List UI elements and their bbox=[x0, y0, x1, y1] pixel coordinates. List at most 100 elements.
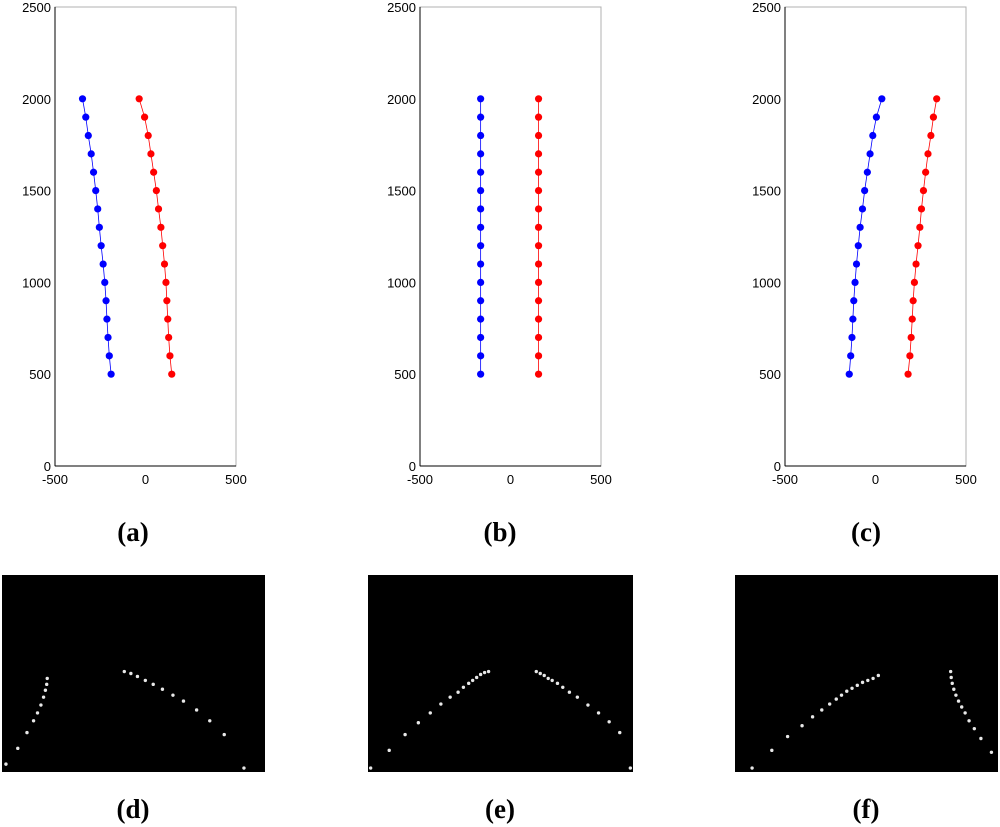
image-dot bbox=[478, 672, 483, 677]
y-tick-label: 0 bbox=[44, 459, 51, 474]
y-tick-label: 2500 bbox=[387, 0, 416, 15]
data-point bbox=[95, 223, 103, 231]
image-dot bbox=[467, 681, 471, 686]
image-dot bbox=[39, 703, 43, 707]
image-dot bbox=[845, 689, 849, 693]
data-point bbox=[851, 278, 859, 286]
data-point bbox=[907, 333, 915, 342]
image-dot bbox=[950, 681, 954, 686]
plot-area bbox=[419, 6, 602, 467]
image-dot bbox=[538, 671, 542, 676]
image-dot bbox=[555, 681, 560, 686]
scatter-panel-a: -500 0 500 0 500 1000 1500 2000 2500 (a) bbox=[22, 0, 247, 547]
data-point bbox=[159, 242, 167, 250]
data-point bbox=[97, 242, 105, 250]
image-dot bbox=[387, 748, 391, 753]
x-tick-label: -500 bbox=[407, 472, 433, 487]
image-dot bbox=[960, 705, 964, 709]
data-point bbox=[916, 223, 924, 231]
image-dot bbox=[486, 669, 491, 674]
data-point bbox=[534, 205, 543, 213]
data-point bbox=[477, 370, 485, 378]
image-dot bbox=[855, 683, 859, 688]
y-tick-label: 1000 bbox=[387, 275, 416, 290]
y-tick-labels: 0 500 1000 1500 2000 2500 bbox=[387, 0, 416, 474]
data-point bbox=[534, 352, 543, 360]
image-dot bbox=[135, 674, 140, 679]
image-dot bbox=[954, 693, 958, 697]
image-dot bbox=[416, 721, 421, 725]
data-point bbox=[477, 315, 485, 323]
panel-caption: (c) bbox=[851, 517, 881, 547]
data-point bbox=[914, 242, 922, 250]
data-point bbox=[861, 187, 869, 195]
image-dot bbox=[876, 673, 881, 678]
data-point bbox=[92, 187, 100, 195]
data-point bbox=[477, 278, 485, 286]
data-point bbox=[103, 315, 111, 323]
image-dot bbox=[222, 732, 226, 737]
image-dot bbox=[575, 695, 580, 699]
image-dot bbox=[122, 669, 126, 674]
image-dot bbox=[43, 688, 48, 692]
image-dot bbox=[567, 690, 572, 694]
data-point bbox=[477, 223, 485, 231]
image-dot bbox=[618, 730, 622, 735]
data-point bbox=[140, 113, 149, 121]
image-dot bbox=[810, 715, 815, 719]
data-point bbox=[534, 297, 543, 305]
black-image bbox=[2, 575, 265, 772]
data-point bbox=[908, 315, 916, 323]
data-point bbox=[144, 131, 152, 140]
data-point bbox=[78, 95, 87, 103]
image-dot bbox=[586, 703, 590, 707]
data-point bbox=[534, 315, 543, 323]
x-tick-label: 500 bbox=[955, 472, 977, 487]
data-point bbox=[102, 297, 110, 305]
data-point bbox=[82, 113, 90, 121]
image-dot bbox=[45, 682, 49, 687]
plot-area bbox=[784, 6, 967, 467]
y-tick-label: 2000 bbox=[387, 92, 416, 107]
data-point bbox=[922, 168, 930, 176]
y-tick-label: 1000 bbox=[22, 275, 51, 290]
data-point bbox=[150, 168, 158, 176]
y-tick-label: 1500 bbox=[752, 184, 781, 199]
data-point bbox=[863, 168, 871, 176]
image-dot bbox=[834, 697, 838, 701]
data-point bbox=[534, 333, 543, 342]
data-point bbox=[849, 315, 857, 323]
image-dot bbox=[456, 690, 460, 694]
data-point bbox=[477, 242, 485, 250]
series-marks bbox=[477, 95, 543, 378]
image-dot bbox=[439, 702, 443, 706]
image-dot bbox=[860, 680, 865, 685]
data-point bbox=[166, 352, 174, 360]
panel-caption: (b) bbox=[484, 517, 517, 547]
data-point bbox=[135, 95, 143, 103]
data-point bbox=[856, 223, 864, 231]
image-dot bbox=[979, 736, 983, 741]
image-dot bbox=[561, 685, 565, 689]
image-dot bbox=[770, 748, 774, 753]
series-marks bbox=[78, 95, 176, 378]
image-dot bbox=[850, 686, 854, 690]
data-point bbox=[845, 370, 853, 378]
x-tick-label: 0 bbox=[872, 472, 879, 487]
x-tick-label: -500 bbox=[772, 472, 798, 487]
y-tick-label: 500 bbox=[759, 367, 781, 382]
image-dot bbox=[208, 719, 212, 723]
panel-caption: (a) bbox=[117, 517, 148, 547]
image-dots bbox=[4, 669, 246, 770]
y-tick-label: 2000 bbox=[752, 92, 781, 107]
image-dot bbox=[41, 695, 46, 699]
image-dot bbox=[242, 766, 246, 770]
scatter-panel-b: -500 0 500 0 500 1000 1500 2000 2500 (b) bbox=[387, 0, 612, 547]
data-point bbox=[929, 113, 938, 121]
data-point bbox=[847, 352, 855, 360]
data-point bbox=[534, 150, 543, 158]
plot-area bbox=[54, 6, 237, 467]
image-dot bbox=[534, 669, 538, 674]
panel-caption: (e) bbox=[485, 794, 515, 824]
